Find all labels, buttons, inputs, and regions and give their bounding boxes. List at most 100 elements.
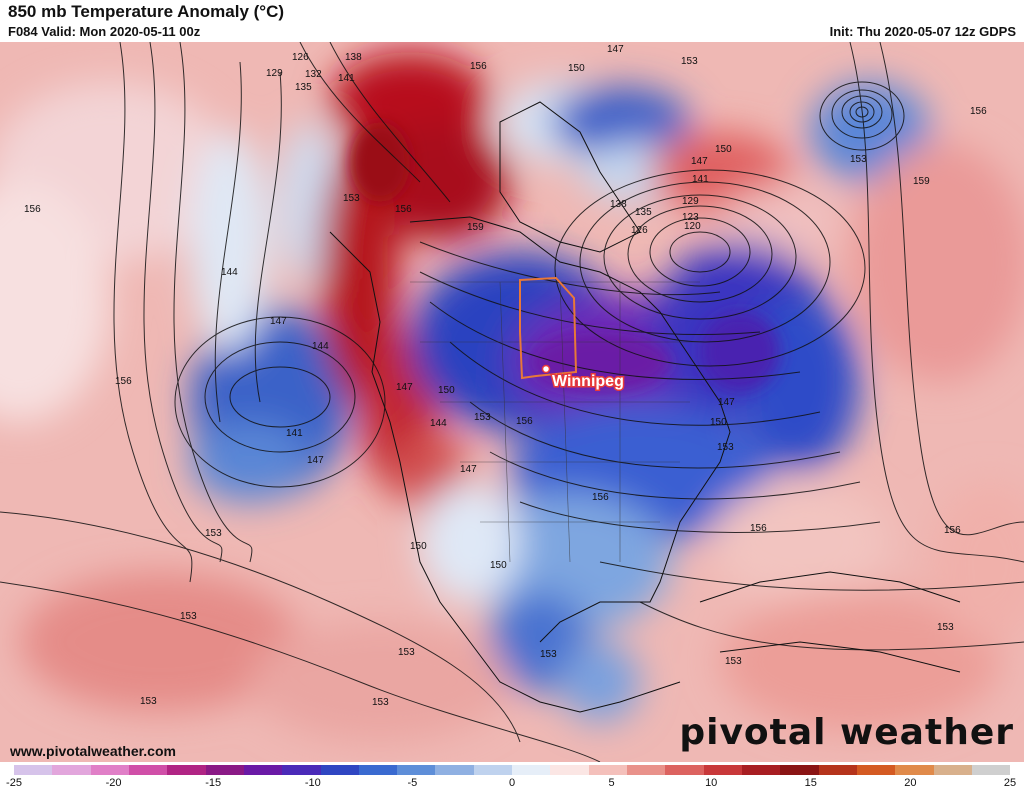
contour-label: 153 [540,649,557,660]
colorbar-swatch [358,765,398,775]
colorbar-swatch [627,765,666,775]
colorbar-swatch [818,765,857,775]
anomaly-map[interactable]: Winnipeg 126 138 129 132 135 141 156 147 150 153 1… [0,42,1024,762]
contour-label: 144 [221,267,238,278]
state-borders [410,281,700,563]
colorbar-swatch [473,765,513,775]
colorbar-tick-label: -20 [105,777,122,789]
colorbar-tick-label: 0 [508,777,516,789]
colorbar-ticks: -25 -20 -15 -10 -5 0 5 10 15 20 25 [6,777,1016,791]
contour-label: 153 [398,647,415,658]
contour-label: 135 [295,82,312,93]
contour-label: 150 [410,541,427,552]
colorbar-swatch [703,765,742,775]
colorbar-swatch [971,765,1011,775]
contour-label: 153 [681,56,698,67]
contour-label: 129 [682,196,699,207]
contour-label: 153 [140,696,157,707]
colorbar-swatch [933,765,972,775]
contour-label: 150 [438,385,455,396]
contour-label: 153 [717,442,734,453]
contour-label: 150 [715,144,732,155]
colorbar-swatch [128,765,168,775]
init-time: Init: Thu 2020-05-07 12z GDPS [829,24,1016,39]
contour-label: 156 [944,525,961,536]
contour-label: 153 [850,154,867,165]
colorbar-swatch [895,765,934,775]
contour-label: 150 [490,560,507,571]
contour-label: 147 [307,455,324,466]
header-bar: 850 mb Temperature Anomaly (°C) F084 Val… [0,0,1024,42]
contour-label: 144 [312,341,329,352]
colorbar-swatch [52,765,91,775]
contour-label: 156 [470,61,487,72]
contour-label: 153 [725,656,742,667]
contour-label: 156 [395,204,412,215]
colorbar-tick-label: 5 [608,777,615,789]
colorbar-swatch [741,765,781,775]
contour-label: 153 [372,697,389,708]
colorbar-swatch [435,765,474,775]
contour-label: 147 [607,44,624,55]
contour-label: 153 [343,193,360,204]
colorbar-swatch [856,765,896,775]
contour-label: 141 [692,174,709,185]
contour-label: 141 [286,428,303,439]
colorbar-swatch [90,765,129,775]
contour-label: 126 [292,52,309,63]
map-title: 850 mb Temperature Anomaly (°C) [8,2,285,21]
contour-label: 153 [180,611,197,622]
contour-label: 156 [750,523,767,534]
contour-label: 156 [592,492,609,503]
contour-label: 156 [970,106,987,117]
contour-label: 159 [467,222,484,233]
contour-label: 150 [710,417,727,428]
colorbar-swatch [243,765,283,775]
colorbar-swatch [14,765,53,775]
contour-label: 147 [691,156,708,167]
coastlines [329,101,961,713]
contour-label: 150 [568,63,585,74]
colorbar-tick-label: -5 [407,777,418,789]
contour-label: 144 [430,418,447,429]
colorbar [14,765,1011,775]
colorbar-tick-label: 20 [904,777,917,789]
contour-label: 126 [631,225,648,236]
colorbar-tick-label: -10 [304,777,321,789]
colorbar-tick-label: 25 [1003,777,1017,789]
contour-label: 159 [913,176,930,187]
website-url[interactable]: www.pivotalweather.com [10,743,176,759]
contour-label: 129 [266,68,283,79]
colorbar-swatch [780,765,819,775]
colorbar-tick-label: 15 [804,777,817,789]
contour-label: 156 [115,376,132,387]
contour-label: 153 [474,412,491,423]
winnipeg-marker[interactable] [541,364,551,374]
contour-label: 156 [516,416,533,427]
contour-label: 135 [635,207,652,218]
contour-label: 147 [270,316,287,327]
colorbar-swatch [550,765,589,775]
colorbar-tick-label: -25 [6,777,22,789]
city-label: Winnipeg [552,373,624,390]
colorbar-tick-label: -15 [205,777,222,789]
colorbar-swatch [167,765,206,775]
colorbar-tick-label: 10 [705,777,718,789]
contour-label: 147 [396,382,413,393]
cold-core [350,122,780,392]
contour-label: 141 [338,73,355,84]
height-contours [0,42,1024,762]
colorbar-swatch [320,765,359,775]
contour-label: 120 [684,221,701,232]
contour-label: 153 [205,528,222,539]
brand-logo: pivotal weather [679,712,1014,753]
manitoba-outline [519,276,578,380]
contour-label: 123 [682,212,699,223]
temperature-field [0,52,1024,742]
colorbar-swatch [205,765,244,775]
colorbar-swatch [665,765,704,775]
contour-label: 147 [718,397,735,408]
colorbar-swatch [588,765,627,775]
contour-label: 132 [305,69,322,80]
